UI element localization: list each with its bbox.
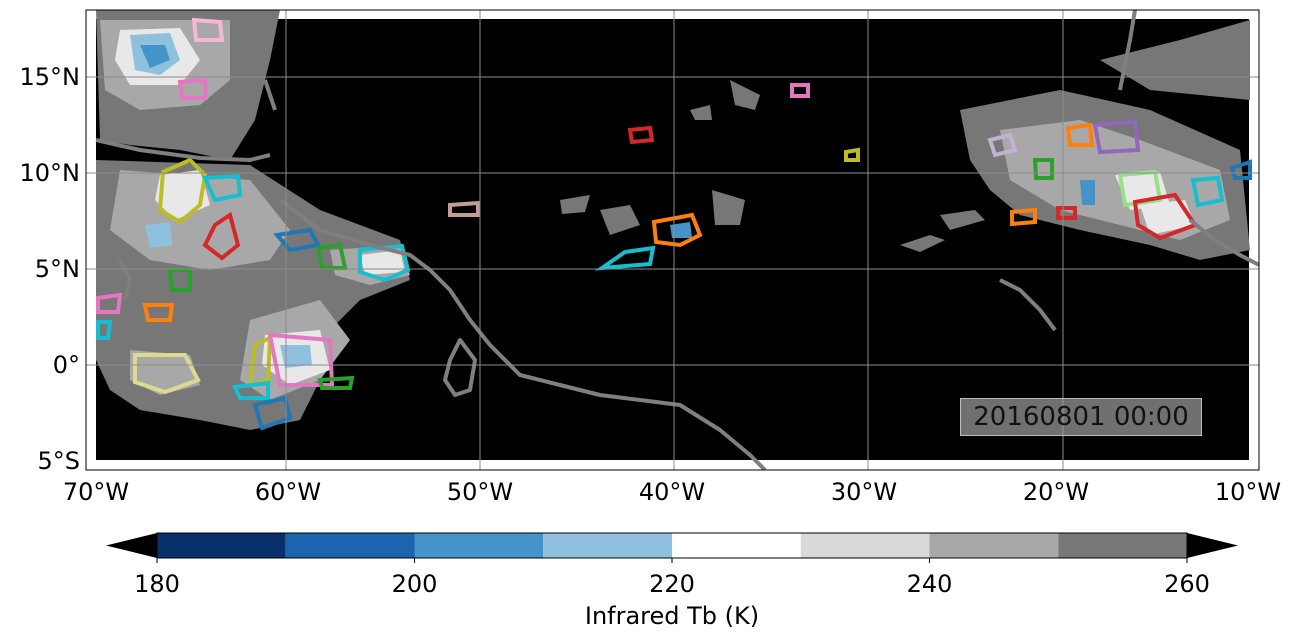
- colorbar-bin: [414, 533, 544, 558]
- colorbar-tick-label: 240: [907, 570, 953, 598]
- colorbar-tick-label: 180: [134, 570, 180, 598]
- colorbar-bins: [157, 533, 1187, 558]
- colorbar-under-extend: [106, 533, 157, 558]
- lon-tick-label: 20°W: [1023, 478, 1089, 506]
- colorbar-bin: [1058, 533, 1187, 558]
- colorbar-over-extend: [1187, 533, 1238, 558]
- lat-tick-labels: 15°N 10°N 5°N 0° 5°S: [20, 63, 81, 475]
- cloud-field-blue: [130, 33, 1095, 368]
- lon-tick-labels: 70°W 60°W 50°W 40°W 30°W 20°W 10°W: [63, 478, 1281, 506]
- timestamp-label: 20160801 00:00: [960, 398, 1202, 436]
- colorbar-bin: [285, 533, 415, 558]
- lat-tick-label: 0°: [53, 351, 80, 379]
- colorbar-bin: [157, 533, 286, 558]
- lon-tick-label: 10°W: [1215, 478, 1281, 506]
- lat-tick-label: 15°N: [20, 63, 81, 91]
- colorbar-tick-label: 260: [1164, 570, 1210, 598]
- lon-tick-label: 50°W: [447, 478, 513, 506]
- lon-tick-label: 60°W: [255, 478, 321, 506]
- colorbar-tick-label: 200: [392, 570, 438, 598]
- tracked-outlines: [96, 17, 1252, 431]
- colorbar: 180 200 220 240 260 Infrared Tb (K): [106, 532, 1238, 630]
- colorbar-bin: [543, 533, 672, 558]
- colorbar-ticks: [156, 558, 1188, 563]
- gridlines: [86, 10, 1259, 470]
- colorbar-bin: [672, 533, 801, 558]
- lon-tick-label: 30°W: [831, 478, 897, 506]
- coastlines: [95, 10, 1259, 470]
- colorbar-tick-label: 220: [649, 570, 695, 598]
- colorbar-bin: [929, 533, 1059, 558]
- lat-tick-label: 5°S: [37, 447, 80, 475]
- lat-tick-label: 5°N: [35, 255, 80, 283]
- lat-tick-label: 10°N: [20, 159, 81, 187]
- colorbar-title: Infrared Tb (K): [585, 602, 759, 630]
- lon-tick-label: 40°W: [639, 478, 705, 506]
- colorbar-bin: [800, 533, 930, 558]
- lon-tick-label: 70°W: [63, 478, 129, 506]
